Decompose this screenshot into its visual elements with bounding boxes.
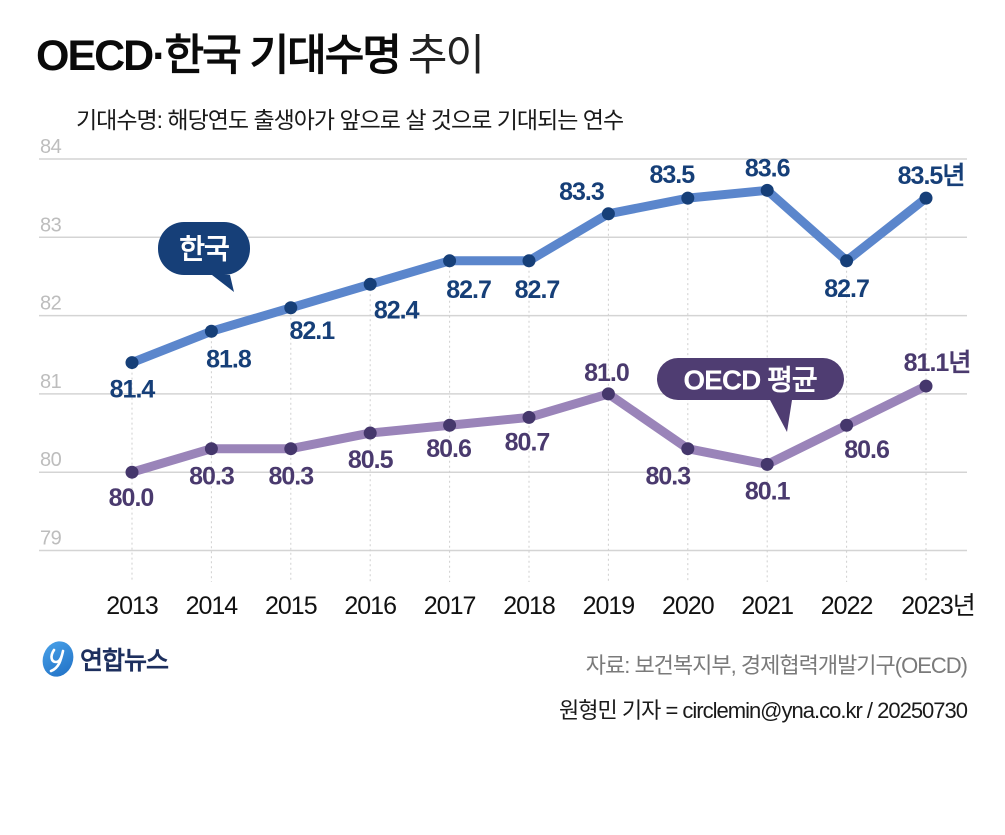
data-point-oecd: [363, 426, 377, 440]
data-label-oecd: 80.0: [109, 484, 154, 512]
y-tick-label: 84: [40, 136, 62, 158]
x-tick-label: 2021: [741, 592, 793, 620]
y-tick-label: 81: [40, 371, 62, 393]
x-tick-label: 2013: [106, 592, 158, 620]
data-point-oecd: [840, 418, 854, 432]
data-point-oecd: [204, 442, 218, 456]
yonhap-logo: 연합뉴스: [40, 638, 169, 680]
data-label-oecd: 80.6: [844, 436, 889, 464]
data-label-oecd: 80.3: [189, 463, 234, 491]
data-label-oecd: 81.0: [584, 359, 629, 387]
data-label-korea: 82.7: [824, 275, 869, 303]
series-layer: [125, 183, 933, 479]
data-point-korea: [125, 356, 139, 370]
data-point-korea: [919, 191, 933, 205]
reporter-credit: 원형민 기자 = circlemin@yna.co.kr / 20250730: [559, 698, 968, 723]
data-label-korea: 82.4: [374, 296, 420, 324]
x-tick-label: 2018: [503, 592, 555, 620]
data-point-korea: [601, 207, 615, 221]
data-label-korea: 83.3: [559, 178, 604, 206]
data-point-korea: [443, 254, 457, 268]
x-tick-label: 2022: [821, 592, 873, 620]
x-tick-label: 2023년: [901, 592, 975, 620]
data-label-korea: 83.5: [649, 161, 695, 189]
legend-label-oecd: OECD 평균: [683, 365, 816, 396]
data-label-oecd: 80.1: [745, 477, 791, 505]
data-label-korea: 82.7: [515, 276, 560, 304]
x-tick-label: 2014: [186, 592, 239, 620]
data-point-oecd: [681, 442, 695, 456]
gridlines: 79 80 81 82 83 84: [39, 136, 967, 552]
bubble-shape-oecd: [657, 358, 844, 432]
x-tick-label: 2017: [424, 592, 476, 620]
data-label-korea: 81.8: [206, 345, 252, 373]
data-point-oecd: [443, 418, 457, 432]
data-point-korea: [840, 254, 854, 268]
data-label-korea: 83.6: [745, 154, 790, 182]
data-label-korea: 82.1: [289, 317, 335, 345]
data-point-korea: [522, 254, 536, 268]
chart-subtitle: 기대수명: 해당연도 출생아가 앞으로 살 것으로 기대되는 연수: [76, 107, 624, 133]
y-tick-label: 82: [40, 293, 62, 315]
data-point-korea: [681, 191, 695, 205]
data-label-korea: 82.7: [446, 276, 491, 304]
data-point-oecd: [284, 442, 298, 456]
x-tick-label: 2019: [583, 592, 635, 620]
yonhap-emblem-icon: [42, 641, 74, 677]
y-tick-label: 80: [40, 449, 62, 471]
data-point-korea: [204, 324, 218, 338]
data-label-oecd: 80.5: [348, 446, 394, 474]
data-point-oecd: [919, 379, 933, 393]
data-point-oecd: [601, 387, 615, 401]
data-point-korea: [760, 183, 774, 197]
data-point-oecd: [760, 457, 774, 471]
title-light: 추이: [407, 32, 485, 80]
bubble-shape-korea: [158, 222, 250, 292]
x-tick-label: 2016: [344, 592, 396, 620]
data-label-oecd: 81.1년: [904, 349, 971, 377]
data-point-korea: [363, 277, 377, 291]
data-label-oecd: 80.3: [268, 463, 313, 491]
x-tick-label: 2015: [265, 592, 317, 620]
x-axis-ticks: 2013 2014 2015 2016 2017 2018 2019 2020 2021 2022…: [106, 592, 976, 620]
legend-label-korea: 한국: [179, 234, 229, 265]
data-label-korea: 83.5년: [898, 162, 965, 190]
data-label-korea: 81.4: [110, 376, 156, 404]
title-bold: OECD·한국 기대수명: [36, 32, 402, 80]
data-label-oecd: 80.6: [426, 435, 471, 463]
data-label-oecd: 80.3: [645, 463, 690, 491]
data-point-oecd: [125, 465, 139, 479]
y-tick-label: 83: [40, 214, 62, 236]
data-label-oecd: 80.7: [505, 428, 550, 456]
source-note: 자료: 보건복지부, 경제협력개발기구(OECD): [585, 653, 968, 678]
logo-text: 연합뉴스: [80, 647, 169, 675]
data-labels: 81.4 81.8 82.1 82.4 82.7 82.7 83.3 83.5 83.6 82.7…: [109, 154, 972, 512]
chart-title: OECD·한국 기대수명 추이: [36, 30, 485, 82]
data-point-oecd: [522, 410, 536, 424]
data-point-korea: [284, 301, 298, 315]
legend-bubble-oecd: OECD 평균: [657, 358, 844, 432]
x-tick-label: 2020: [662, 592, 714, 620]
y-tick-label: 79: [40, 528, 62, 550]
legend-bubble-korea: 한국: [158, 222, 250, 292]
